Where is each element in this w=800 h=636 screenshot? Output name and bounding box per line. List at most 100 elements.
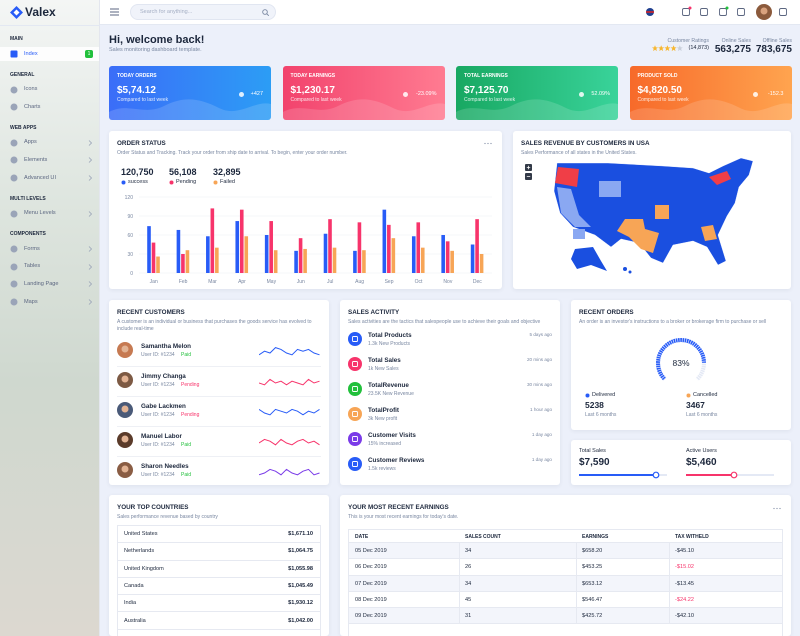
card-menu-dot [779, 507, 781, 510]
nav-item[interactable]: Maps [0, 295, 99, 309]
activity-icon-bg [348, 457, 362, 471]
search-icon-handle [266, 13, 269, 16]
customer-sparkline [259, 408, 320, 416]
earnings-cell: 05 Dec 2019 [355, 548, 387, 554]
nav-item[interactable]: Landing Page [0, 277, 99, 291]
nav-chevron [88, 264, 93, 270]
nav-item[interactable]: Advanced UI [0, 171, 99, 185]
map-state [573, 229, 585, 239]
nav-icon [10, 210, 18, 218]
nav-icon [10, 50, 18, 58]
nav-item[interactable]: Icons [0, 83, 99, 97]
earnings-cell: $425.72 [582, 613, 603, 620]
chevron-shape [88, 264, 93, 270]
welcome-title: Hi, welcome back! [109, 34, 205, 46]
customer-name: Sharon Needles [141, 463, 189, 470]
order-stat-value: 56,108 [169, 167, 197, 177]
country-row: United Kingdom $1,055.98 [118, 561, 320, 578]
nav-icon-shape [10, 245, 18, 253]
activity-time: 1 day ago [531, 457, 552, 462]
nav-icon [10, 103, 18, 111]
kpi-change: -152.3 [767, 91, 784, 97]
card-menu-dot [484, 142, 486, 145]
country-name: Netherlands [124, 548, 155, 555]
card-description: Sales Performance of all states in the U… [521, 150, 637, 156]
kpi-change-icon-shape [752, 92, 758, 97]
x-tick-label: May [267, 279, 277, 285]
slider-knob[interactable] [652, 471, 660, 479]
earnings-cell: 45 [465, 596, 472, 603]
kpi-value: $1,230.17 [290, 85, 336, 96]
order-stat-value: 32,895 [213, 167, 241, 177]
slider-knob[interactable] [730, 471, 738, 479]
nav-section-title: MAIN [10, 36, 23, 42]
sparkline [259, 468, 320, 476]
activity-subtitle: 1.3k New Products [368, 341, 410, 347]
card-title: YOUR TOP COUNTRIES [117, 504, 189, 511]
column-divider [459, 591, 460, 608]
sparkline [259, 378, 320, 386]
nav-item[interactable]: Tables [0, 260, 99, 274]
nav-badge: 1 [85, 50, 93, 58]
earnings-row: 09 Dec 2019 31 $425.72 -$42.10 [349, 608, 782, 625]
chevron-shape [88, 210, 93, 217]
slider [579, 471, 667, 479]
nav-chevron [88, 281, 93, 288]
header-icon[interactable] [682, 8, 690, 16]
bar [332, 247, 337, 273]
header-icon[interactable] [719, 8, 727, 16]
rating-star [652, 45, 658, 52]
card-menu-dot [773, 507, 775, 510]
header-icon[interactable] [737, 8, 745, 16]
column-divider [669, 608, 670, 624]
activity-icon-glyph [352, 386, 358, 392]
legend-dot [169, 180, 174, 185]
activity-icon-bg [348, 407, 362, 421]
bar [479, 254, 484, 273]
earnings-cell: $653.12 [582, 580, 603, 587]
card-menu [773, 507, 781, 510]
nav-chevron [88, 157, 93, 164]
activity-icon-glyph [352, 336, 358, 342]
activity-icon-glyph [352, 411, 358, 417]
header-icon[interactable] [700, 8, 708, 16]
nav-icon [10, 139, 18, 147]
activity-icon-glyph [352, 361, 358, 367]
earnings-table: DATE SALES COUNT EARNINGS TAX WITHELD 05 Dec… [348, 529, 783, 636]
kpi-note: Compared to last week [290, 97, 342, 103]
sidebar: Valex MAIN Index 1 GENERAL Icons Charts WEB APP… [0, 0, 100, 636]
nav-item[interactable]: Elements [0, 153, 99, 167]
nav-item[interactable]: Apps [0, 136, 99, 150]
activity-time: 30 mins ago [526, 382, 552, 387]
earnings-row: 05 Dec 2019 34 $658.20 -$45.10 [349, 543, 782, 560]
activity-icon-glyph [352, 461, 358, 467]
country-row: United States $1,671.10 [118, 526, 320, 544]
bar [353, 250, 357, 273]
kpi-card: TODAY EARNINGS $1,230.17 Compared to last … [282, 66, 445, 120]
recent-orders-card: RECENT ORDERS An order is an investor's i… [571, 300, 791, 430]
bar [328, 219, 332, 273]
customer-avatar [117, 342, 133, 358]
map-state [701, 225, 717, 241]
order-stat-value: 5238 [585, 400, 604, 410]
search-box[interactable]: Search for anything... [130, 4, 276, 20]
recent-earnings-card: YOUR MOST RECENT EARNINGS This is your mo… [340, 495, 791, 636]
bar [382, 209, 387, 273]
search-placeholder: Search for anything... [140, 9, 193, 15]
legend-dot [213, 180, 218, 185]
nav-item[interactable]: Forms [0, 242, 99, 256]
chevron-shape [88, 246, 93, 252]
card-title: RECENT ORDERS [579, 309, 634, 316]
x-tick-label: Oct [415, 279, 423, 285]
nav-item[interactable]: Index 1 [0, 47, 99, 61]
nav-item[interactable]: Menu Levels [0, 207, 99, 221]
rating-stars [652, 45, 683, 52]
nav-item[interactable]: Charts [0, 100, 99, 114]
x-tick-label: Jun [297, 279, 305, 285]
logo-shape-inner [13, 9, 20, 16]
header-icon[interactable] [779, 8, 787, 16]
nav-icon-shape [10, 139, 18, 147]
card-title: SALES REVENUE BY CUSTOMERS IN USA [521, 140, 650, 147]
customer-id: User ID: #1234 [141, 442, 175, 448]
bar [357, 222, 362, 273]
